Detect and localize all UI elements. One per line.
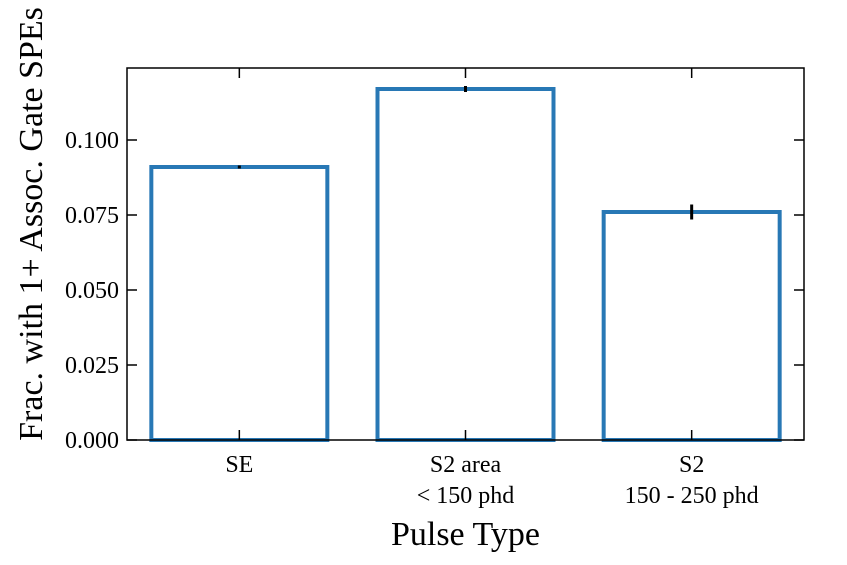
bar-0 [149, 165, 330, 442]
x-tick-label-2-line-1: 150 - 250 phd [625, 483, 759, 509]
bars-group [149, 87, 782, 442]
y-tick-label-1: 0.025 [65, 353, 119, 379]
bar-2 [601, 210, 782, 442]
y-axis-ticks: 0.000 0.025 0.050 0.075 0.100 [65, 128, 804, 454]
x-axis-ticks: SE S2 area < 150 phd S2 150 - 250 phd [225, 68, 759, 509]
y-tick-label-3: 0.075 [65, 203, 119, 229]
bar-1 [375, 87, 556, 442]
y-tick-label-4: 0.100 [65, 128, 119, 154]
y-tick-label-0: 0.000 [65, 428, 119, 454]
x-tick-label-1-line-1: < 150 phd [417, 483, 515, 509]
x-tick-label-0-line-0: SE [225, 452, 253, 478]
x-tick-label-1-line-0: S2 area [430, 452, 502, 478]
x-tick-label-2-line-0: S2 [679, 452, 704, 478]
x-axis-title: Pulse Type [391, 516, 540, 553]
y-axis-title: Frac. with 1+ Assoc. Gate SPEs [13, 7, 50, 441]
error-bars-group [237, 86, 694, 220]
y-tick-label-2: 0.050 [65, 278, 119, 304]
